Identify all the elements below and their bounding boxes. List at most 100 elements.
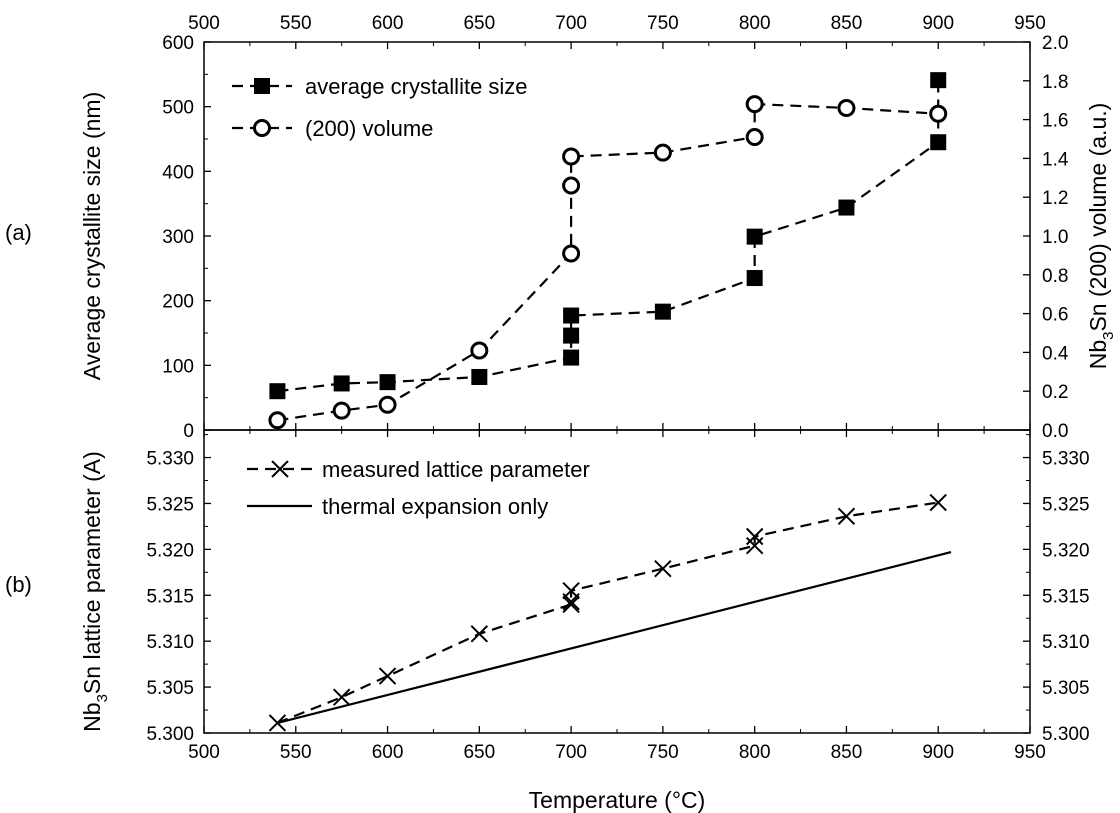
x-tick-label-bottom: 550 <box>280 742 312 763</box>
x-marker-stroke <box>378 667 397 685</box>
y-right-tick-label-a: 0.4 <box>1042 343 1069 364</box>
y-left-tick-label-a: 400 <box>162 162 194 183</box>
volume-200-point <box>332 401 351 420</box>
y-left-title-b-main: Nb <box>79 702 105 731</box>
y-right-tick-label-a: 0.6 <box>1042 305 1068 326</box>
y-right-tick-label-a: 0.8 <box>1042 266 1068 287</box>
volume-200-point <box>653 143 672 162</box>
x-tick-label-bottom: 700 <box>555 742 587 763</box>
y-left-tick-label-b: 5.320 <box>146 540 194 561</box>
crystallite-size-point <box>930 72 947 89</box>
measured-lattice-point <box>470 625 489 643</box>
x-marker-stroke <box>837 507 856 526</box>
measured-lattice-point <box>654 559 672 578</box>
crystallite-size-point <box>654 303 671 320</box>
x-marker-stroke <box>271 460 289 478</box>
crystallite-size-point <box>563 327 580 344</box>
x-tick-label-bottom: 750 <box>647 742 679 763</box>
x-tick-label-top: 600 <box>372 13 404 34</box>
panel-label-a: (a) <box>5 220 32 245</box>
x-marker-stroke <box>470 625 489 643</box>
measured-lattice-point <box>268 714 287 732</box>
y-right-tick-label-b: 5.300 <box>1042 724 1090 745</box>
y-left-tick-label-a: 0 <box>183 421 194 442</box>
y-right-tick-label-a: 2.0 <box>1042 33 1068 54</box>
y-right-tick-label-a: 1.6 <box>1042 111 1068 132</box>
y-left-tick-label-a: 100 <box>162 356 194 377</box>
crystallite-size-point <box>333 375 350 392</box>
legend-volume-marker <box>253 119 271 137</box>
measured-lattice-point <box>745 527 764 546</box>
x-tick-label-bottom: 500 <box>188 742 220 763</box>
legend-crystallite-label: average crystallite size <box>305 74 528 99</box>
plot-marks <box>232 72 952 732</box>
y-left-axis-title-b: Nb3Sn lattice parameter (A) <box>79 451 111 732</box>
measured-lattice-point <box>745 536 764 555</box>
y-left-tick-label-b: 5.315 <box>146 586 194 607</box>
plot-labels: 500 500 550 550 600 600 650 650 700 700 750 750 800 8… <box>5 13 1117 813</box>
x-tick-label-top: 550 <box>280 13 312 34</box>
x-marker-stroke <box>745 536 764 555</box>
y-left-tick-label-a: 300 <box>162 227 194 248</box>
measured-lattice-point <box>332 688 351 706</box>
crystallite-size-point <box>563 349 580 366</box>
y-right-tick-label-a: 1.2 <box>1042 188 1068 209</box>
measured-lattice-point <box>562 581 580 600</box>
y-left-tick-label-a: 600 <box>162 33 194 54</box>
volume-200-point <box>837 98 856 117</box>
x-tick-label-top: 800 <box>739 13 771 34</box>
legend-volume-label: (200) volume <box>305 116 433 141</box>
legend-measured-label: measured lattice parameter <box>322 457 590 482</box>
volume-200-point <box>562 244 581 263</box>
volume-200-point <box>929 104 948 123</box>
x-marker-stroke <box>562 581 580 600</box>
x-tick-label-top: 750 <box>647 13 679 34</box>
volume-200-point <box>562 176 581 195</box>
x-marker-stroke <box>562 595 580 614</box>
volume-200-point <box>470 341 489 360</box>
y-right-tick-label-b: 5.320 <box>1042 540 1090 561</box>
crystallite-size-point <box>563 307 580 324</box>
y-right-tick-label-b: 5.305 <box>1042 678 1090 699</box>
x-tick-label-bottom: 800 <box>739 742 771 763</box>
x-tick-label-bottom: 600 <box>372 742 404 763</box>
thermal-expansion-line <box>277 551 952 724</box>
measured-lattice-point <box>378 667 397 685</box>
crystallite-size-point <box>930 134 947 151</box>
panel-a-frame <box>203 41 1031 431</box>
x-marker-stroke <box>654 559 672 578</box>
legend-thermal-label: thermal expansion only <box>322 494 548 519</box>
crystallite-size-point <box>838 199 855 216</box>
y-left-tick-label-a: 500 <box>162 98 194 119</box>
volume-200-point <box>745 95 764 114</box>
panel-label-b: (b) <box>5 572 32 597</box>
crystallite-size-point <box>746 228 763 245</box>
y-left-axis-title-a: Average crystallite size (nm) <box>79 92 105 380</box>
x-tick-label-top: 850 <box>831 13 863 34</box>
y-right-title-a-main: Nb <box>1085 340 1111 369</box>
x-tick-label-bottom: 900 <box>922 742 954 763</box>
x-axis-title: Temperature (°C) <box>529 787 706 813</box>
x-tick-label-bottom: 950 <box>1014 742 1046 763</box>
y-left-tick-label-b: 5.300 <box>146 724 194 745</box>
crystallite-size-point <box>471 368 488 385</box>
volume-200-point <box>268 411 287 430</box>
y-right-tick-label-a: 0.0 <box>1042 421 1068 442</box>
y-right-tick-label-a: 1.4 <box>1042 149 1069 170</box>
x-tick-label-bottom: 850 <box>831 742 863 763</box>
volume-200-point <box>378 395 397 414</box>
volume-200-point <box>745 128 764 147</box>
y-left-title-b-rest: Sn lattice parameter (A) <box>79 451 105 694</box>
y-left-tick-label-b: 5.305 <box>146 678 194 699</box>
y-left-tick-label-b: 5.310 <box>146 632 194 653</box>
measured-lattice-point <box>929 493 947 512</box>
x-marker-stroke <box>929 493 947 512</box>
y-left-title-b-sub: 3 <box>94 694 111 702</box>
x-tick-label-top: 950 <box>1014 13 1046 34</box>
y-right-tick-label-a: 1.0 <box>1042 227 1068 248</box>
legend-measured-marker <box>271 460 289 478</box>
y-right-tick-label-a: 1.8 <box>1042 72 1068 93</box>
measured-lattice-point <box>837 507 856 526</box>
x-tick-label-top: 900 <box>922 13 954 34</box>
